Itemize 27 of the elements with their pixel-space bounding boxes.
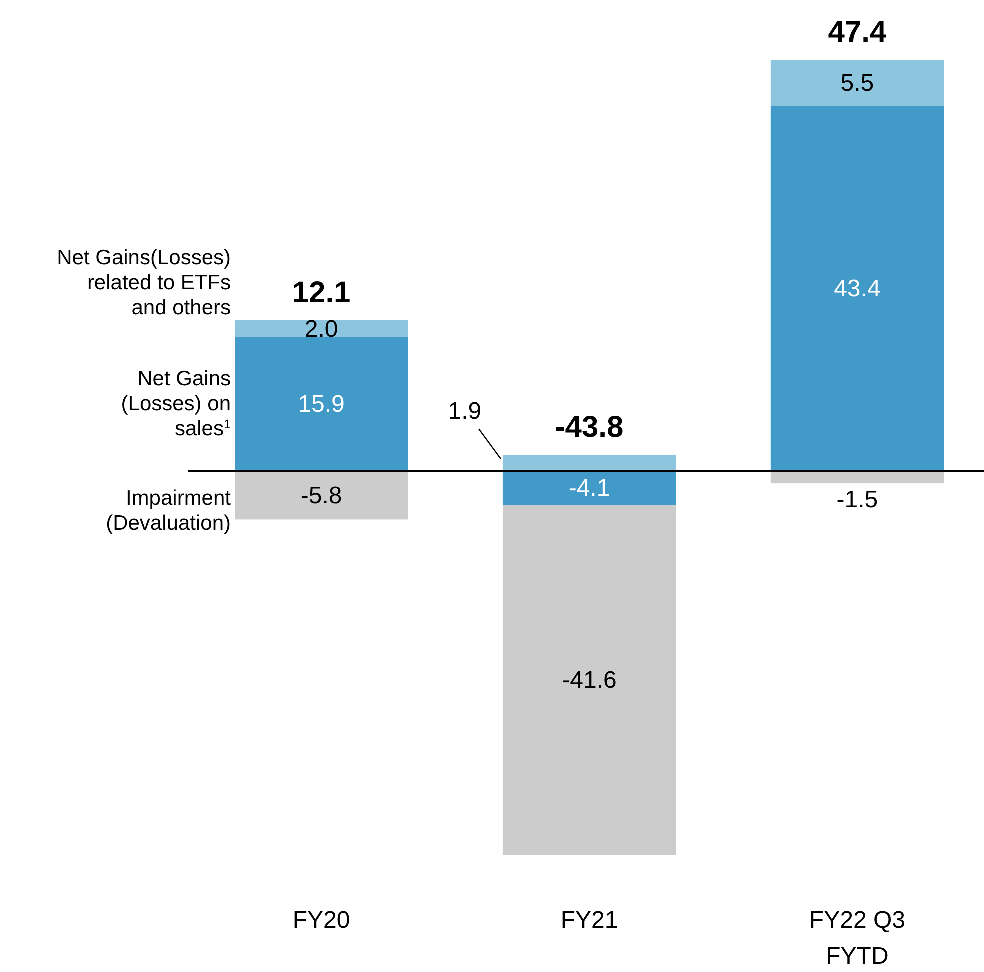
- bar: [770, 60, 944, 106]
- data-label: -5.8: [300, 482, 342, 510]
- series-label: Net Gains (Losses) on sales$^{1}$: [121, 368, 231, 441]
- series-label: Net Gains(Losses) related to ETFs and others: [57, 246, 231, 320]
- bar: [502, 470, 676, 506]
- data-label: 15.9: [298, 391, 345, 418]
- bar: [235, 470, 408, 520]
- x-tick-label: FY20: [292, 907, 350, 934]
- data-label: -1.5: [836, 486, 878, 514]
- total-label: 47.4: [828, 16, 887, 49]
- data-label: 1.9: [448, 398, 482, 425]
- total-label: 12.1: [292, 276, 351, 310]
- series-label: Impairment (Devaluation): [106, 486, 232, 535]
- bar: [235, 320, 408, 338]
- data-label: -4.1: [568, 475, 610, 502]
- data-label: 2.0: [304, 316, 338, 343]
- data-label: 5.5: [840, 70, 874, 98]
- bar: [502, 454, 676, 471]
- x-tick-label: FY21: [560, 907, 618, 934]
- x-tick-label: FY22 Q3 FYTD: [809, 907, 906, 970]
- bar: [235, 337, 408, 471]
- data-label: -41.6: [562, 667, 617, 694]
- total-label: -43.8: [555, 410, 624, 444]
- bar: [502, 505, 676, 855]
- bar: [770, 106, 944, 471]
- bar: [770, 470, 944, 484]
- data-label: 43.4: [834, 276, 881, 303]
